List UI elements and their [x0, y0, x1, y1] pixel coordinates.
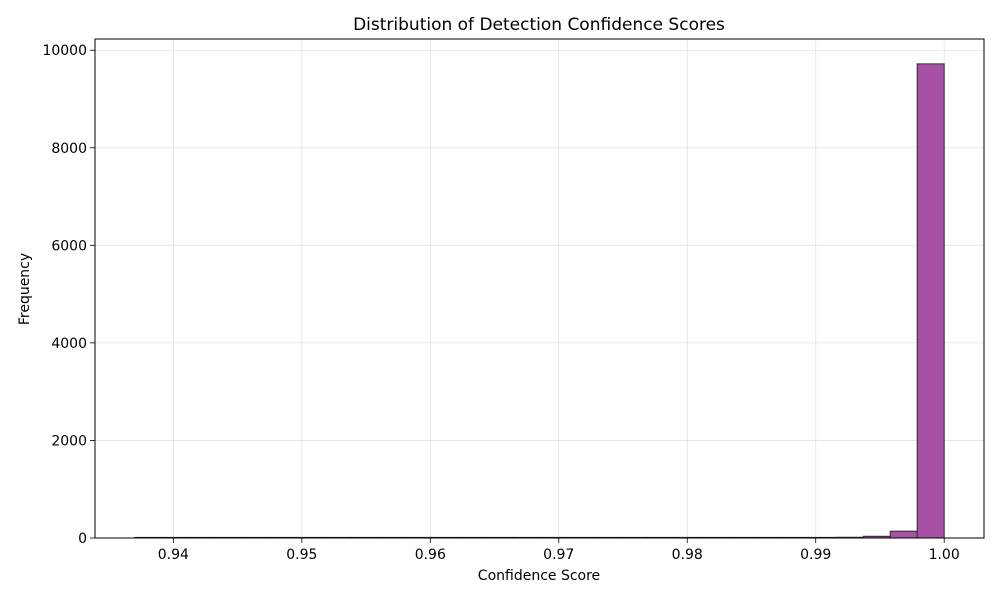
chart-title: Distribution of Detection Confidence Sco…	[353, 15, 725, 35]
histogram-bar	[889, 530, 918, 539]
y-axis: 0 2000 4000 6000 8000 10000	[42, 43, 95, 547]
x-axis: 0.94 0.95 0.96 0.97 0.98 0.99 1.00	[158, 538, 960, 563]
x-tick-label: 0.96	[415, 547, 446, 563]
x-tick-label: 0.98	[672, 547, 703, 563]
y-tick-label: 10000	[42, 43, 87, 59]
bars-layer	[134, 63, 945, 539]
histogram-bar	[916, 63, 945, 539]
grid-layer	[95, 39, 984, 539]
x-tick-label: 1.00	[929, 547, 960, 563]
y-tick-label: 0	[78, 531, 87, 547]
x-tick-label: 0.97	[543, 547, 574, 563]
x-tick-label: 0.95	[286, 547, 317, 563]
x-axis-label: Confidence Score	[478, 568, 600, 584]
plot-frame	[94, 38, 985, 539]
y-tick-label: 2000	[51, 433, 87, 449]
y-axis-label: Frequency	[17, 253, 33, 325]
y-tick-label: 6000	[51, 238, 87, 254]
y-tick-label: 4000	[51, 336, 87, 352]
x-tick-label: 0.94	[158, 547, 189, 563]
x-tick-label: 0.99	[800, 547, 831, 563]
y-tick-label: 8000	[51, 141, 87, 157]
